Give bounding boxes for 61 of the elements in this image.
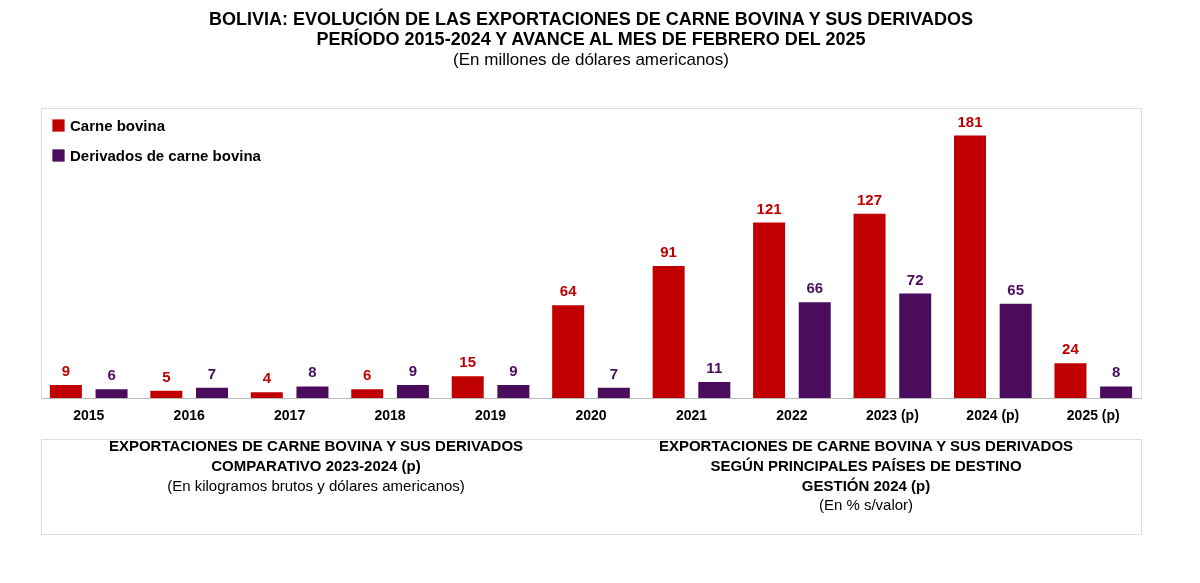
text: EXPORTACIONES DE CARNE BOVINA Y SUS DERIVADOS COMPARATIVO 2023-2024 (p) (En kilogramos brutos y dólares americanos) bbox=[108, 437, 524, 494]
bar bbox=[451, 376, 484, 398]
chart-subtitle: (En millones de dólares americanos) bbox=[453, 50, 729, 69]
bar bbox=[552, 305, 585, 398]
x-tick-label: 2023 (p) bbox=[865, 406, 919, 423]
bar bbox=[95, 389, 128, 398]
x-tick-label: 2015 bbox=[73, 406, 105, 423]
bar bbox=[652, 266, 685, 398]
data-label: 24 bbox=[1062, 340, 1080, 358]
data-label: 72 bbox=[906, 270, 924, 288]
data-label: 4 bbox=[262, 369, 272, 387]
bar bbox=[497, 384, 530, 398]
bar bbox=[351, 389, 384, 398]
x-tick-label: 2018 bbox=[374, 406, 406, 423]
x-tick-label: 2025 (p) bbox=[1066, 406, 1120, 423]
legend-label: Derivados de carne bovina bbox=[70, 146, 262, 164]
legend-label: Carne bovina bbox=[70, 116, 166, 134]
bar bbox=[250, 392, 283, 398]
data-label: 91 bbox=[660, 243, 677, 261]
bar bbox=[798, 302, 831, 398]
x-tick-label: 2016 bbox=[173, 406, 205, 423]
bar bbox=[853, 213, 886, 398]
x-tick-label: 2019 bbox=[474, 406, 507, 423]
data-label: 66 bbox=[806, 279, 824, 297]
data-label: 64 bbox=[559, 282, 578, 300]
data-label: 7 bbox=[609, 364, 618, 382]
bar bbox=[1054, 363, 1087, 398]
data-label: 7 bbox=[207, 364, 217, 382]
bar bbox=[753, 222, 786, 398]
data-label: 9 bbox=[61, 361, 71, 379]
data-label: 181 bbox=[957, 112, 983, 130]
x-tick-label: 2020 bbox=[575, 406, 607, 423]
bar bbox=[597, 387, 630, 398]
x-tick-label: 2021 bbox=[675, 406, 708, 423]
bar bbox=[196, 387, 228, 398]
bar bbox=[150, 390, 183, 398]
bar bbox=[698, 382, 731, 398]
chart-title: BOLIVIA: EVOLUCIÓN DE LAS EXPORTACIONES DE CARNE BOVINA Y SUS DERIVADOS PERÍODO 2015-2024 Y AVANCE AL MES DE FEBRERO DEL 2025 bbox=[208, 8, 974, 49]
text: EXPORTACIONES DE CARNE BOVINA Y SUS DERIVADOS SEGÚN PRINCIPALES PAÍSES DE DESTINO GESTIÓN 2024 (p) (En % s/valor) bbox=[658, 437, 1074, 514]
data-label: 5 bbox=[162, 367, 171, 385]
data-label: 65 bbox=[1007, 280, 1024, 298]
data-label: 6 bbox=[107, 366, 116, 384]
x-tick-label: 2022 bbox=[776, 406, 808, 423]
bar bbox=[396, 384, 429, 398]
bar bbox=[999, 303, 1032, 398]
bar bbox=[1100, 386, 1133, 398]
data-label: 9 bbox=[509, 361, 518, 379]
data-label: 11 bbox=[706, 359, 723, 377]
bar bbox=[296, 386, 329, 398]
data-label: 127 bbox=[857, 190, 883, 208]
data-label: 15 bbox=[459, 353, 477, 371]
bar bbox=[954, 135, 986, 398]
data-label: 8 bbox=[1111, 363, 1121, 381]
data-label: 8 bbox=[308, 363, 317, 381]
data-label: 6 bbox=[363, 366, 372, 384]
data-label: 9 bbox=[408, 361, 418, 379]
bar bbox=[899, 293, 932, 398]
x-tick-label: 2024 (p) bbox=[966, 406, 1020, 423]
x-tick-label: 2017 bbox=[274, 406, 306, 423]
bar bbox=[49, 384, 82, 398]
data-label: 121 bbox=[756, 199, 782, 217]
